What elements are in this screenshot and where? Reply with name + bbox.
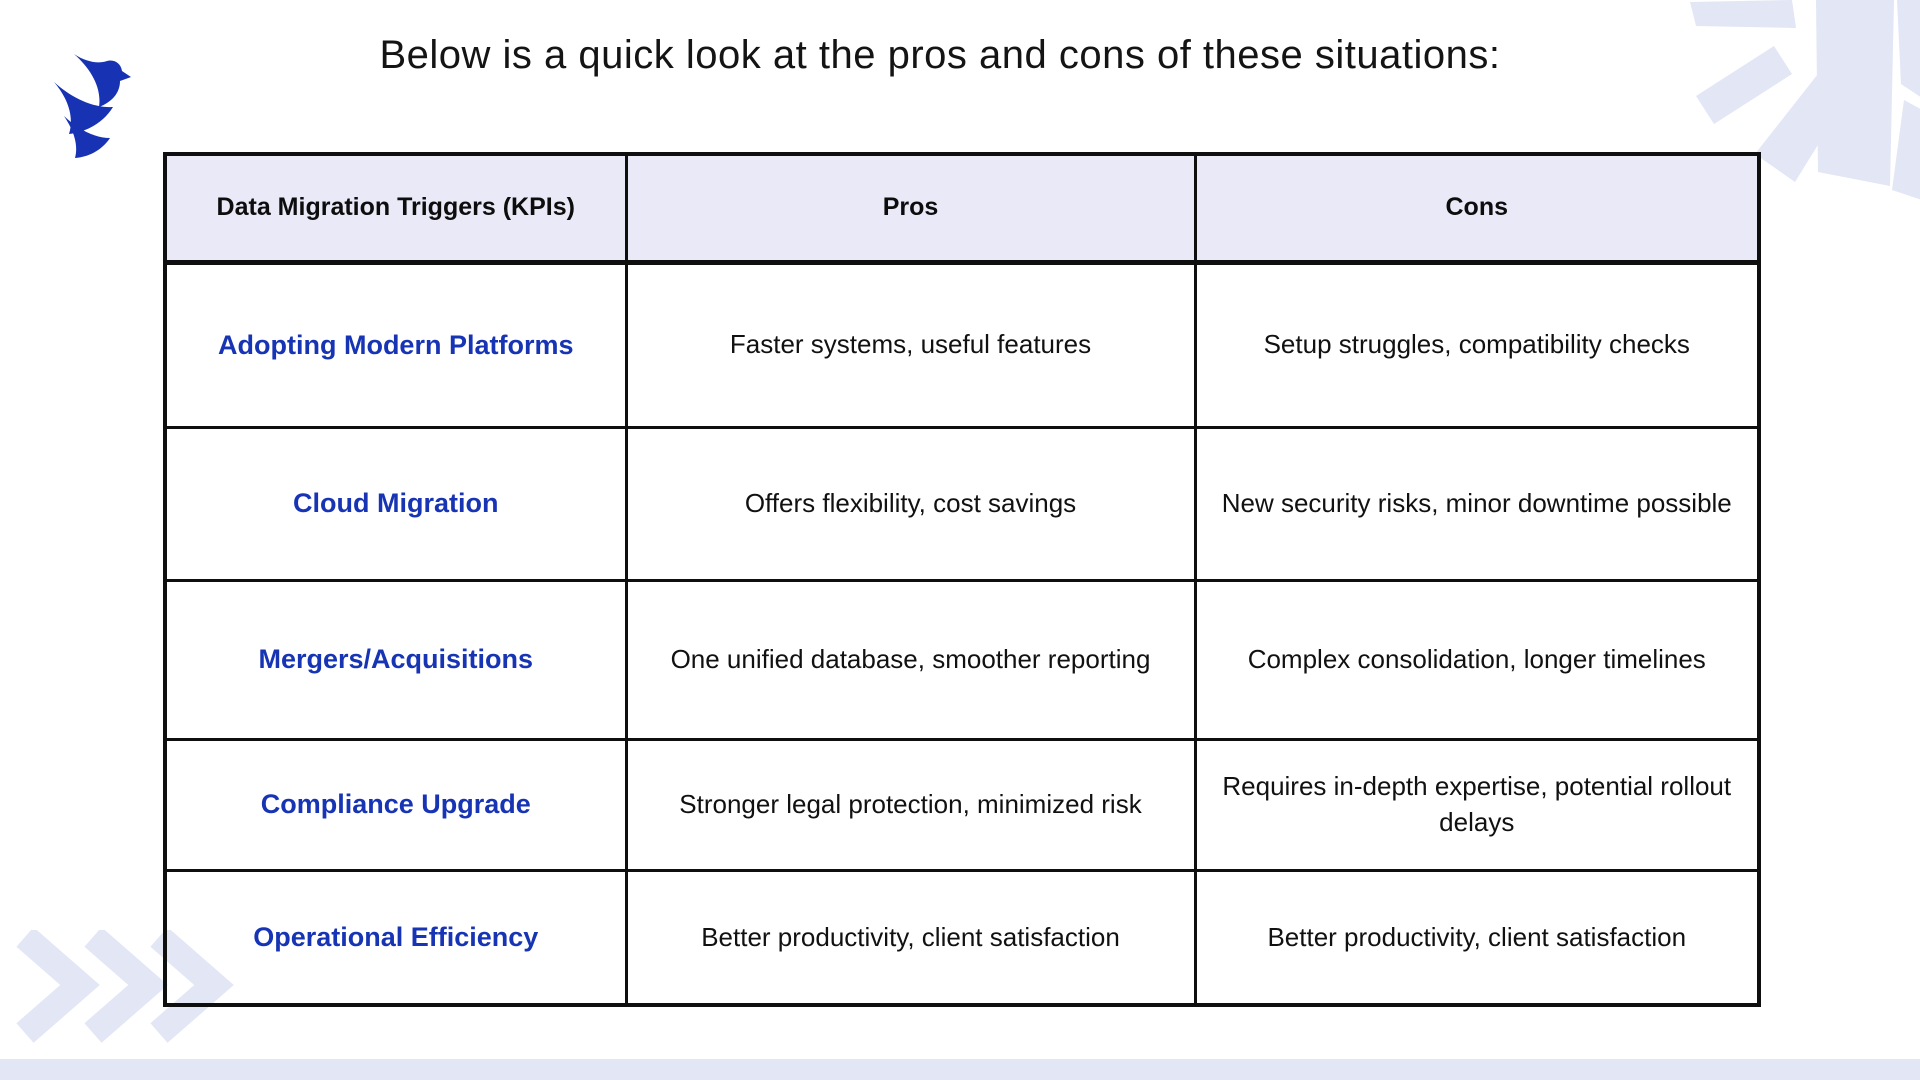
cons-cell: Requires in-depth expertise, potential r… [1193,737,1761,872]
pros-text: Offers flexibility, cost savings [744,487,1077,518]
table-row: Cloud Migration Offers flexibility, cost… [163,425,1761,582]
trigger-cell: Operational Efficiency [163,868,628,1007]
pros-text: One unified database, smoother reporting [670,643,1151,674]
bottom-bar [0,1059,1920,1080]
column-header-triggers: Data Migration Triggers (KPIs) [163,152,628,265]
column-header-pros: Pros [624,152,1197,265]
pros-cell: Stronger legal protection, minimized ris… [624,737,1197,872]
pros-text: Better productivity, client satisfaction [701,921,1120,952]
trigger-label: Operational Efficiency [253,922,539,953]
pros-cell: Better productivity, client satisfaction [624,868,1197,1007]
cons-cell: Complex consolidation, longer timelines [1193,578,1761,741]
trigger-label: Cloud Migration [293,488,499,519]
phoenix-logo-icon [54,54,131,158]
cons-cell: Better productivity, client satisfaction [1193,868,1761,1007]
cons-text: Better productivity, client satisfaction [1267,921,1687,952]
page-title: Below is a quick look at the pros and co… [379,33,1501,77]
trigger-label: Adopting Modern Platforms [218,329,574,360]
pros-cell: Faster systems, useful features [624,260,1197,429]
trigger-label: Compliance Upgrade [260,789,531,820]
table-row: Compliance Upgrade Stronger legal protec… [163,737,1761,872]
trigger-label: Mergers/Acquisitions [258,644,534,675]
trigger-cell: Adopting Modern Platforms [163,260,628,429]
cons-text: Setup struggles, compatibility checks [1263,329,1690,360]
trigger-cell: Mergers/Acquisitions [163,578,628,741]
pros-text: Faster systems, useful features [729,329,1092,360]
cons-cell: Setup struggles, compatibility checks [1193,260,1761,429]
column-header-cons: Cons [1193,152,1761,265]
table-row: Mergers/Acquisitions One unified databas… [163,578,1761,741]
cons-text: Requires in-depth expertise, potential r… [1222,771,1732,837]
cons-text: New security risks, minor downtime possi… [1221,487,1732,518]
pros-cell: One unified database, smoother reporting [624,578,1197,741]
table-row: Operational Efficiency Better productivi… [163,868,1761,1007]
table-header-row: Data Migration Triggers (KPIs) Pros Cons [163,152,1761,265]
pros-text: Stronger legal protection, minimized ris… [679,788,1142,819]
trigger-cell: Cloud Migration [163,425,628,582]
pros-cons-table: Data Migration Triggers (KPIs) Pros Cons… [163,152,1761,1007]
table-row: Adopting Modern Platforms Faster systems… [163,260,1761,429]
starburst-icon [1690,0,1920,200]
cons-cell: New security risks, minor downtime possi… [1193,425,1761,582]
pros-cell: Offers flexibility, cost savings [624,425,1197,582]
cons-text: Complex consolidation, longer timelines [1247,643,1706,674]
trigger-cell: Compliance Upgrade [163,737,628,872]
